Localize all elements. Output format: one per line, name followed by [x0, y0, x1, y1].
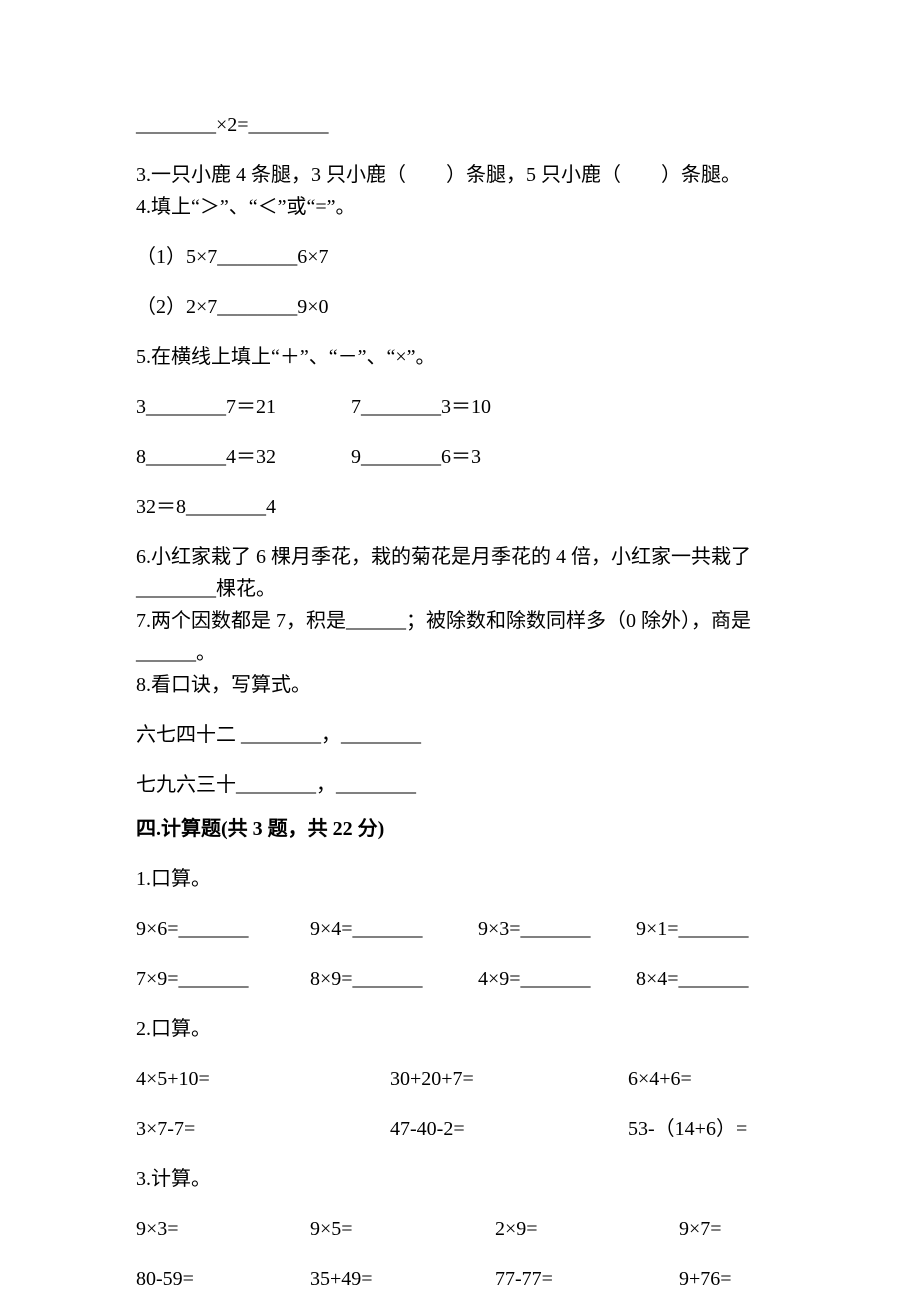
calc-cell: 77-77=: [495, 1264, 679, 1294]
question-8-item-2: 七九六三十________，________: [136, 770, 784, 800]
calc-row-6: 80-59= 35+49= 77-77= 9+76=: [136, 1264, 784, 1294]
calc-cell: 35+49=: [310, 1264, 495, 1294]
section-4-q1: 1.口算。: [136, 864, 784, 894]
q5-r1-a: 3________7＝21: [136, 392, 351, 422]
question-6-line-1: 6.小红家栽了 6 棵月季花，栽的菊花是月季花的 4 倍，小红家一共栽了: [136, 542, 784, 572]
question-5-head: 5.在横线上填上“＋”、“－”、“×”。: [136, 342, 784, 372]
question-7-line-1: 7.两个因数都是 7，积是______；被除数和除数同样多（0 除外），商是: [136, 606, 784, 636]
question-5-row-2: 8________4＝329________6＝3: [136, 442, 784, 472]
calc-cell: 7×9=_______: [136, 964, 310, 994]
calc-cell: 30+20+7=: [390, 1064, 628, 1094]
question-4-item-1: （1）5×7________6×7: [136, 242, 784, 272]
calc-cell: 9×6=_______: [136, 914, 310, 944]
calc-cell: 9+76=: [679, 1264, 784, 1294]
calc-cell: 80-59=: [136, 1264, 310, 1294]
calc-cell: 9×3=: [136, 1214, 310, 1244]
question-8-head: 8.看口诀，写算式。: [136, 670, 784, 700]
calc-row-1: 9×6=_______ 9×4=_______ 9×3=_______ 9×1=…: [136, 914, 784, 944]
calc-cell: 9×3=_______: [478, 914, 636, 944]
calc-cell: 2×9=: [495, 1214, 679, 1244]
question-7-line-2: ______。: [136, 638, 784, 668]
question-4-item-2: （2）2×7________9×0: [136, 292, 784, 322]
calc-cell: 4×9=_______: [478, 964, 636, 994]
section-4-q2: 2.口算。: [136, 1014, 784, 1044]
q5-r2-b: 9________6＝3: [351, 446, 481, 468]
calc-cell: 9×7=: [679, 1214, 784, 1244]
calc-cell: 53-（14+6）=: [628, 1114, 784, 1144]
section-4-q3: 3.计算。: [136, 1164, 784, 1194]
calc-cell: 47-40-2=: [390, 1114, 628, 1144]
calc-cell: 8×9=_______: [310, 964, 478, 994]
calc-row-3: 4×5+10= 30+20+7= 6×4+6=: [136, 1064, 784, 1094]
calc-row-5: 9×3= 9×5= 2×9= 9×7=: [136, 1214, 784, 1244]
calc-cell: 9×5=: [310, 1214, 495, 1244]
calc-cell: 9×1=_______: [636, 914, 784, 944]
calc-cell: 3×7-7=: [136, 1114, 390, 1144]
calc-cell: 6×4+6=: [628, 1064, 784, 1094]
calc-row-2: 7×9=_______ 8×9=_______ 4×9=_______ 8×4=…: [136, 964, 784, 994]
calc-cell: 4×5+10=: [136, 1064, 390, 1094]
question-3: 3.一只小鹿 4 条腿，3 只小鹿（ ）条腿，5 只小鹿（ ）条腿。: [136, 160, 784, 190]
calc-cell: 9×4=_______: [310, 914, 478, 944]
question-8-item-1: 六七四十二 ________，________: [136, 720, 784, 750]
question-5-row-3: 32＝8________4: [136, 492, 784, 522]
q5-r2-a: 8________4＝32: [136, 442, 351, 472]
q5-r1-b: 7________3＝10: [351, 396, 491, 418]
calc-cell: 8×4=_______: [636, 964, 784, 994]
calc-row-4: 3×7-7= 47-40-2= 53-（14+6）=: [136, 1114, 784, 1144]
section-4-title: 四.计算题(共 3 题，共 22 分): [136, 814, 784, 844]
fill-blank-expression: ________×2=________: [136, 110, 784, 140]
question-5-row-1: 3________7＝217________3＝10: [136, 392, 784, 422]
question-4-head: 4.填上“＞”、“＜”或“=”。: [136, 192, 784, 222]
question-6-line-2: ________棵花。: [136, 574, 784, 604]
